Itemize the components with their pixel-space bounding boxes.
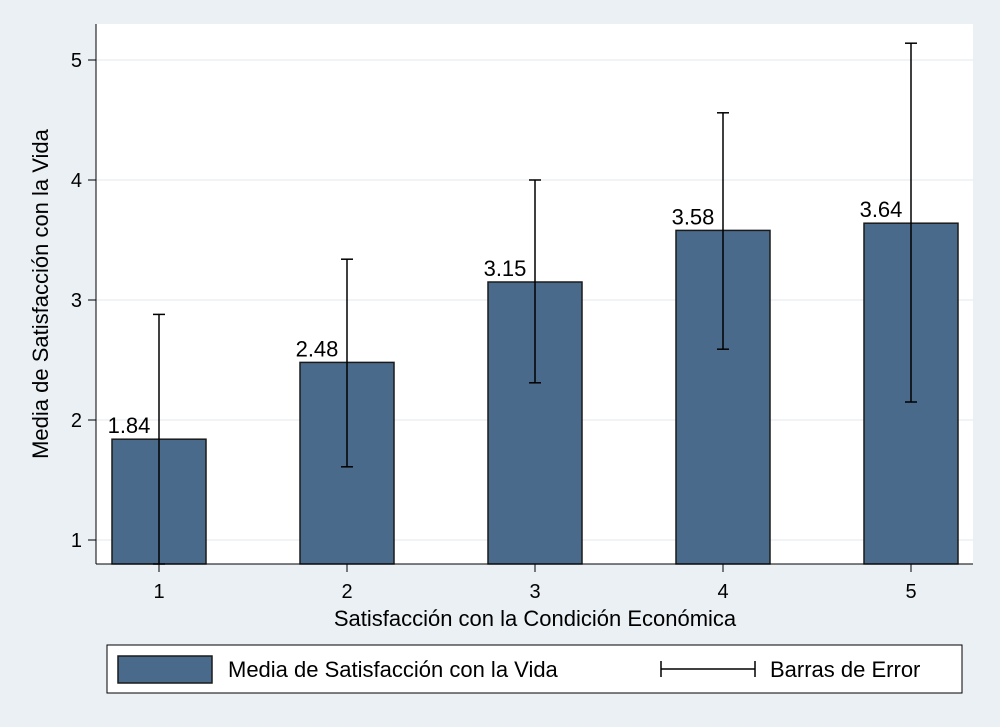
error-bar-5 bbox=[905, 42, 917, 403]
data-labels: 1.84 2.48 3.15 3.58 3.64 bbox=[108, 197, 903, 438]
x-tick-label-5: 5 bbox=[905, 581, 916, 603]
error-bars bbox=[153, 42, 917, 565]
y-axis-label: Media de Satisfacción con la Vida bbox=[28, 128, 53, 459]
y-tick-label-3: 3 bbox=[71, 290, 82, 312]
x-tick-label-4: 4 bbox=[717, 581, 728, 603]
x-tick-label-3: 3 bbox=[529, 581, 540, 603]
y-axis-ticks: 1 2 3 4 5 bbox=[71, 50, 96, 552]
x-tick-label-1: 1 bbox=[153, 581, 164, 603]
x-axis-ticks: 1 2 3 4 5 bbox=[153, 564, 917, 603]
y-tick-label-5: 5 bbox=[71, 50, 82, 72]
error-bar-2 bbox=[341, 258, 353, 468]
data-label-1: 1.84 bbox=[108, 413, 151, 438]
x-axis-label: Satisfacción con la Condición Económica bbox=[334, 606, 737, 631]
y-tick-label-2: 2 bbox=[71, 410, 82, 432]
error-bar-4 bbox=[717, 112, 729, 350]
error-bar-3 bbox=[529, 179, 541, 384]
data-label-4: 3.58 bbox=[672, 204, 715, 229]
x-tick-label-2: 2 bbox=[341, 581, 352, 603]
data-label-3: 3.15 bbox=[484, 256, 527, 281]
legend-entry-bars: Media de Satisfacción con la Vida bbox=[228, 657, 559, 682]
y-tick-label-1: 1 bbox=[71, 530, 82, 552]
legend-swatch-errorbar bbox=[660, 661, 756, 677]
y-tick-label-4: 4 bbox=[71, 170, 82, 192]
legend-swatch-bar bbox=[117, 655, 213, 684]
legend-box bbox=[106, 644, 963, 694]
data-label-5: 3.64 bbox=[860, 197, 903, 222]
data-label-2: 2.48 bbox=[296, 336, 339, 361]
legend-entry-errorbars: Barras de Error bbox=[770, 657, 920, 682]
legend: Media de Satisfacción con la Vida Barras… bbox=[106, 644, 963, 694]
